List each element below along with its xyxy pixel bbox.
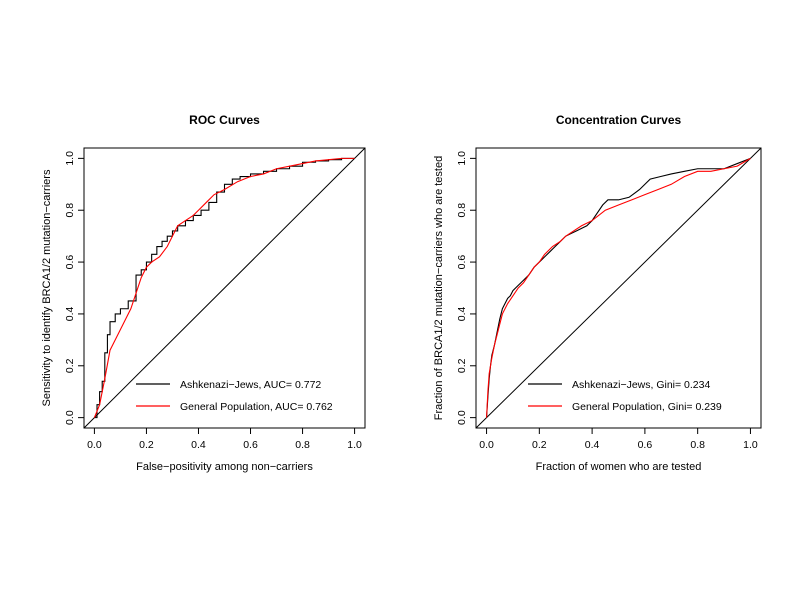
- chart-title: Concentration Curves: [556, 113, 682, 127]
- y-tick-label: 0.6: [456, 255, 468, 270]
- y-tick-label: 1.0: [64, 151, 76, 166]
- y-tick-label: 0.2: [456, 358, 468, 373]
- chart-panel-2: Concentration Curves 0.0 0.2 0.4 0.6 0.8 1.0 0.…: [433, 113, 762, 473]
- series-line-2: [93, 157, 355, 418]
- reference-diagonal-line: [83, 147, 366, 429]
- y-tick-label: 0.8: [456, 203, 468, 218]
- x-tick-label: 0.2: [532, 439, 547, 451]
- x-tick-label: 0.8: [690, 439, 705, 451]
- y-tick-label: 0.8: [64, 203, 76, 218]
- legend-label-1: Ashkenazi−Jews, Gini= 0.234: [572, 379, 710, 391]
- y-tick-label: 0.4: [64, 306, 76, 321]
- reference-diagonal-line: [475, 147, 762, 429]
- plot-frame: [475, 147, 762, 429]
- chart-panel-1: ROC Curves 0.0 0.2 0.4 0.6 0.8 1.0 0.0 0.2 0.4 0.6…: [41, 113, 366, 473]
- y-tick-label: 0.4: [456, 306, 468, 321]
- y-tick-label: 1.0: [456, 151, 468, 166]
- x-tick-label: 0.6: [638, 439, 653, 451]
- chart-title: ROC Curves: [189, 113, 260, 127]
- x-tick-label: 0.4: [191, 439, 206, 451]
- y-tick-label: 0.0: [456, 410, 468, 425]
- x-tick-label: 1.0: [743, 439, 758, 451]
- x-tick-label: 1.0: [347, 439, 362, 451]
- y-axis-label: Fraction of BRCA1/2 mutation−carriers wh…: [433, 156, 445, 420]
- plot-frame: [83, 147, 366, 429]
- y-tick-label: 0.6: [64, 255, 76, 270]
- x-axis-label: False−positivity among non−carriers: [136, 461, 313, 473]
- y-axis-label: Sensitivity to identify BRCA1/2 mutation…: [41, 169, 53, 406]
- legend-label-2: General Population, Gini= 0.239: [572, 401, 722, 413]
- x-tick-label: 0.2: [139, 439, 154, 451]
- x-tick-label: 0.4: [585, 439, 600, 451]
- x-tick-label: 0.6: [243, 439, 258, 451]
- x-axis-label: Fraction of women who are tested: [536, 461, 702, 473]
- x-tick-label: 0.8: [295, 439, 310, 451]
- x-tick-label: 0.0: [479, 439, 494, 451]
- legend-label-2: General Population, AUC= 0.762: [180, 401, 333, 413]
- y-tick-label: 0.2: [64, 358, 76, 373]
- series-line-2: [486, 157, 751, 418]
- y-tick-label: 0.0: [64, 410, 76, 425]
- x-tick-label: 0.0: [87, 439, 102, 451]
- legend-label-1: Ashkenazi−Jews, AUC= 0.772: [180, 379, 321, 391]
